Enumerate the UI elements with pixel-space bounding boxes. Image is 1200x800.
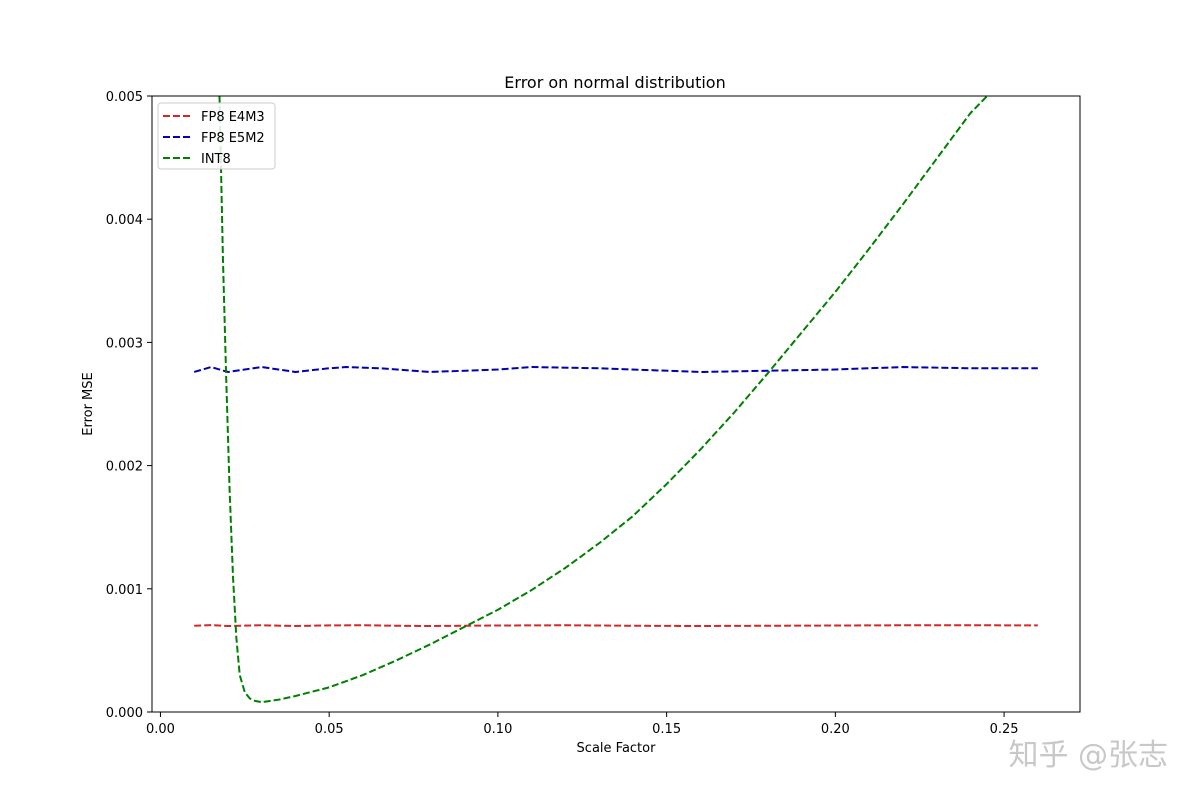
series-line-fp8-e4m3 — [194, 624, 1038, 628]
watermark-text: 知乎 @张志 — [1008, 738, 1168, 773]
chart-title: Error on normal distribution — [504, 73, 725, 92]
series-line-int8 — [218, 96, 988, 704]
x-tick-label: 0.15 — [652, 722, 681, 737]
y-tick-label: 0.003 — [106, 336, 143, 351]
y-tick-label: 0.004 — [106, 213, 143, 228]
legend-label-fp8-e4m3: FP8 E4M3 — [201, 110, 265, 125]
series-line-fp8-e5m2 — [193, 366, 1038, 373]
y-tick-label: 0.000 — [106, 706, 143, 721]
y-tick-label: 0.002 — [106, 460, 143, 475]
x-tick-label: 0.00 — [146, 722, 175, 737]
x-axis-label: Scale Factor — [577, 741, 657, 756]
x-tick-label: 0.25 — [990, 722, 1019, 737]
y-axis-label: Error MSE — [81, 372, 96, 436]
legend-label-fp8-e5m2: FP8 E5M2 — [201, 131, 265, 146]
series-layer — [193, 96, 1038, 704]
x-tick-label: 0.20 — [821, 722, 850, 737]
y-axis: 0.000 0.001 0.002 0.003 0.004 0.005 — [106, 90, 152, 721]
y-tick-label: 0.005 — [106, 90, 143, 105]
x-tick-label: 0.05 — [315, 722, 344, 737]
legend: FP8 E4M3 FP8 E5M2 INT8 — [157, 102, 276, 170]
legend-box — [157, 102, 276, 170]
x-tick-label: 0.10 — [483, 722, 512, 737]
plot-frame — [151, 95, 1081, 713]
x-axis: 0.00 0.05 0.10 0.15 0.20 0.25 — [146, 712, 1019, 737]
legend-label-int8: INT8 — [201, 152, 231, 167]
y-tick-label: 0.001 — [106, 583, 143, 598]
